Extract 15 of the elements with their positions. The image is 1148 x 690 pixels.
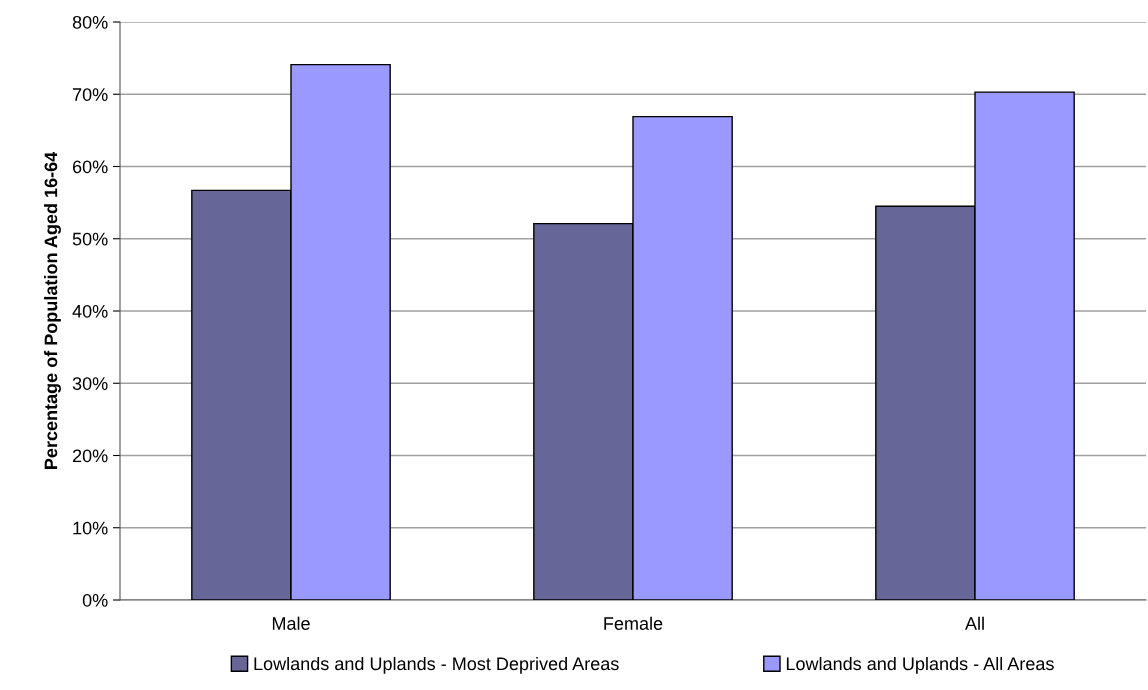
y-tick-label: 50%: [72, 232, 108, 246]
y-tick-label: 40%: [72, 304, 108, 318]
x-tick-label: All: [965, 616, 984, 630]
y-tick-label: 20%: [72, 449, 108, 463]
y-tick-label: 70%: [72, 88, 108, 101]
y-tick-label: 0%: [82, 593, 108, 607]
y-tick-label: 80%: [72, 15, 108, 29]
legend-label: Lowlands and Uplands - Most Deprived Areas: [254, 656, 619, 674]
x-tick-label: Female: [604, 616, 663, 630]
y-tick-label: 30%: [72, 377, 108, 390]
legend-label: Lowlands and Uplands - All Areas: [786, 656, 1054, 674]
y-tick-label: 60%: [72, 160, 108, 174]
y-axis-title: Percentage of Population Aged 16-64: [44, 151, 61, 469]
x-tick-label: Male: [272, 616, 310, 630]
y-tick-label: 10%: [73, 521, 108, 535]
